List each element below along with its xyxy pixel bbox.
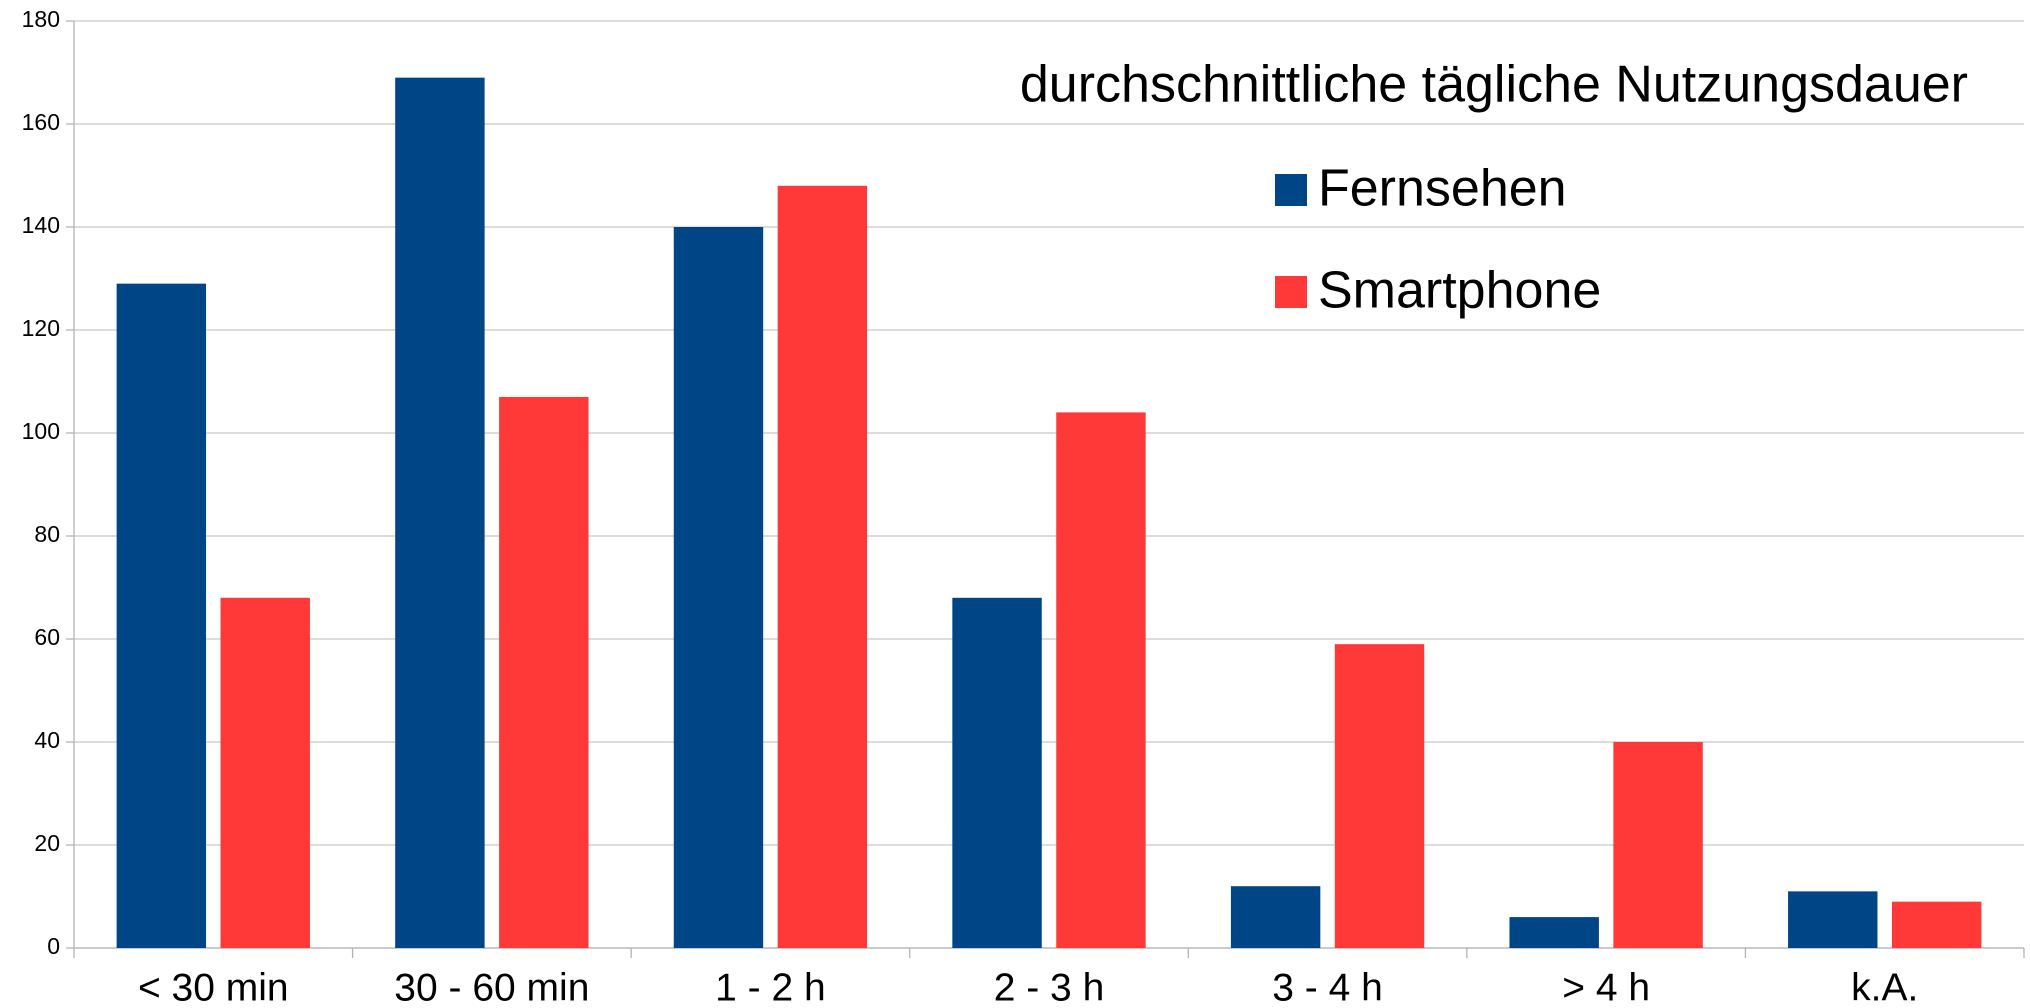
- bar: [499, 396, 589, 948]
- chart-title: durchschnittliche tägliche Nutzungsdauer: [1020, 56, 1968, 114]
- bar: [220, 597, 310, 948]
- x-tick-label: 2 - 3 h: [994, 966, 1105, 1008]
- x-tick-label: > 4 h: [1562, 966, 1650, 1008]
- x-tick-label: 30 - 60 min: [394, 966, 589, 1008]
- bar: [1230, 886, 1321, 948]
- y-tick-label: 40: [34, 727, 60, 753]
- bar: [1613, 742, 1703, 948]
- bar: [1509, 917, 1599, 948]
- bar: [395, 77, 485, 948]
- bar: [952, 597, 1042, 948]
- y-tick-label: 20: [34, 830, 60, 856]
- x-tick-label: 1 - 2 h: [715, 966, 826, 1008]
- legend-label: Smartphone: [1318, 262, 1601, 320]
- legend-swatch: [1275, 276, 1307, 308]
- bar: [1891, 901, 1982, 948]
- y-tick-label: 140: [22, 212, 60, 238]
- bar: [1056, 412, 1146, 948]
- legend-label: Fernsehen: [1318, 160, 1567, 218]
- bar: [777, 185, 868, 949]
- bar: [1334, 644, 1425, 948]
- x-tick-label: 3 - 4 h: [1272, 966, 1383, 1008]
- y-tick-label: 60: [34, 624, 60, 650]
- x-tick-label: < 30 min: [138, 966, 289, 1008]
- bar: [1788, 891, 1878, 948]
- x-tick-label: k.A.: [1851, 966, 1918, 1008]
- bar: [116, 283, 207, 948]
- y-tick-label: 160: [22, 109, 60, 135]
- y-tick-label: 0: [47, 933, 60, 959]
- y-tick-label: 180: [22, 6, 60, 32]
- y-tick-label: 120: [22, 315, 60, 341]
- y-tick-label: 80: [34, 521, 60, 547]
- bar: [673, 227, 764, 948]
- y-tick-label: 100: [22, 418, 60, 444]
- legend-swatch: [1275, 174, 1307, 206]
